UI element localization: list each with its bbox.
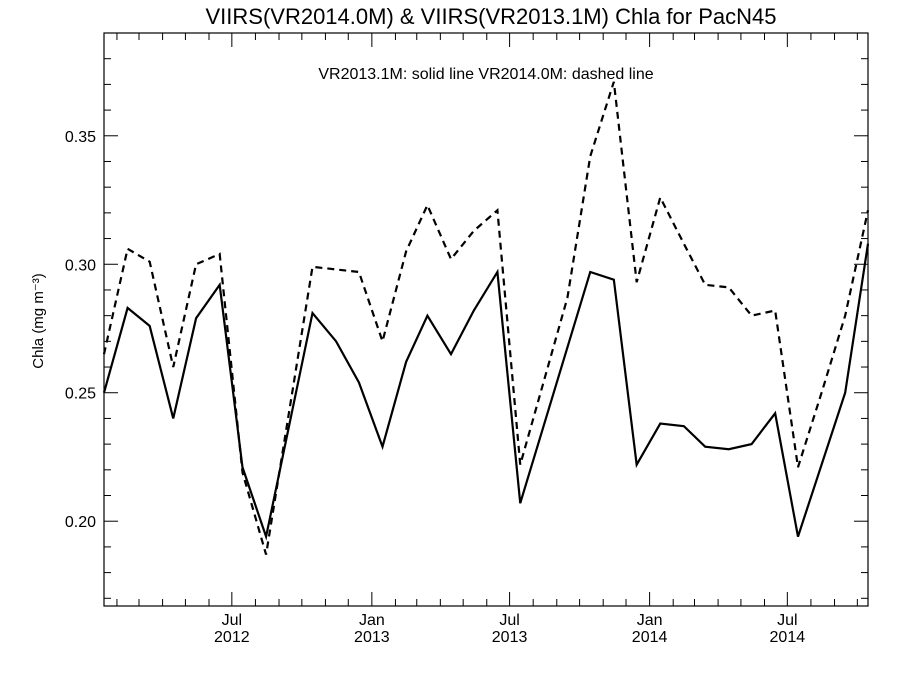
x-tick-month-label: Jan — [359, 612, 385, 629]
x-tick-year-label: 2013 — [492, 629, 528, 646]
y-tick-label: 0.20 — [65, 514, 96, 531]
y-tick-label: 0.35 — [65, 129, 96, 146]
legend-annotation: VR2013.1M: solid line VR2014.0M: dashed … — [318, 66, 653, 83]
y-tick-label: 0.25 — [65, 386, 96, 403]
chart-title: VIIRS(VR2014.0M) & VIIRS(VR2013.1M) Chla… — [205, 4, 776, 29]
y-axis-label: Chla (mg m⁻³) — [30, 273, 47, 368]
x-tick-month-label: Jan — [637, 612, 663, 629]
x-tick-month-label: Jul — [499, 612, 519, 629]
plot-area-frame — [103, 32, 869, 607]
x-tick-year-label: 2012 — [214, 629, 250, 646]
x-tick-year-label: 2013 — [354, 629, 390, 646]
x-tick-month-label: Jul — [222, 612, 242, 629]
series-line-vr2013-1m — [102, 243, 870, 541]
x-tick-month-label: Jul — [777, 612, 797, 629]
x-tick-year-label: 2014 — [632, 629, 668, 646]
x-tick-year-label: 2014 — [770, 629, 806, 646]
axis-ticks: 0.200.250.300.35Jul2012Jan2013Jul2013Jan… — [65, 32, 868, 646]
series-lines — [102, 81, 870, 555]
series-line-vr2014-0m — [102, 81, 870, 555]
y-tick-label: 0.30 — [65, 257, 96, 274]
